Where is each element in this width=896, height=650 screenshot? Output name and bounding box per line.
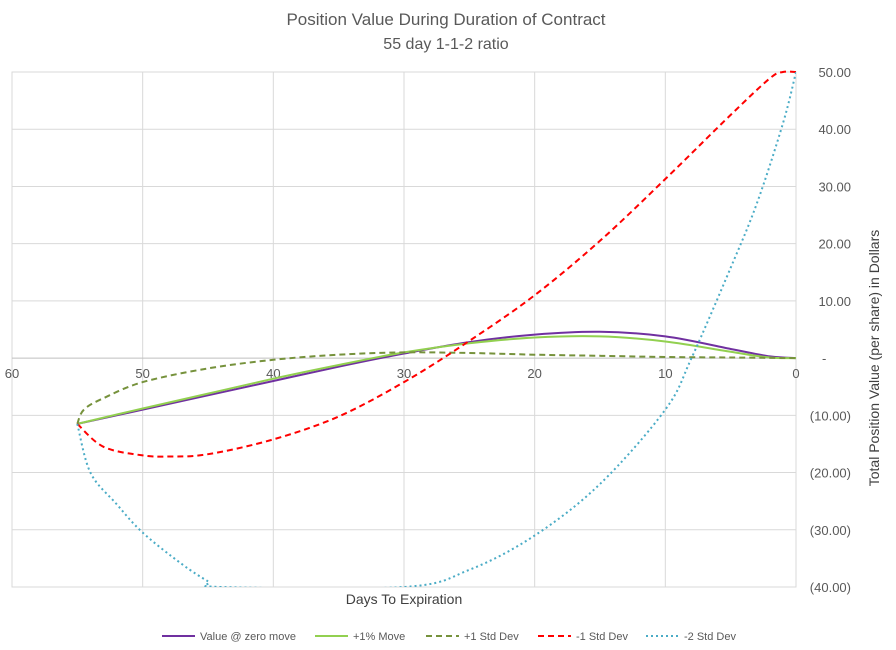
series-line-5 <box>76 71 796 587</box>
legend-label: -2 Std Dev <box>684 631 736 643</box>
legend-label: Value @ zero move <box>200 631 296 643</box>
y-tick-label: (30.00) <box>810 523 851 538</box>
y-tick-label: (20.00) <box>810 466 851 481</box>
y-tick-label: 10.00 <box>818 294 851 309</box>
x-axis-label: Days To Expiration <box>346 591 462 607</box>
series-lines <box>76 70 796 587</box>
legend: Value @ zero move +1% Move +1 Std Dev -1 St… <box>162 631 736 643</box>
y-tick-label: 20.00 <box>818 237 851 252</box>
y-axis-ticks: 50.00 40.00 30.00 20.00 10.00 - (10.00) (20.00)… <box>810 65 851 595</box>
y-tick-label: - <box>822 351 826 366</box>
y-axis-label: Total Position Value (per share) in Doll… <box>866 230 882 487</box>
legend-label: +1% Move <box>353 631 405 643</box>
series-line-2 <box>77 335 796 425</box>
legend-label: +1 Std Dev <box>464 631 519 643</box>
x-tick-label: 30 <box>397 366 411 381</box>
y-tick-label: 30.00 <box>818 179 851 194</box>
y-tick-label: 40.00 <box>818 122 851 137</box>
chart-subtitle: 55 day 1-1-2 ratio <box>383 36 509 53</box>
series-line-1 <box>77 330 796 425</box>
x-tick-label: 20 <box>527 366 541 381</box>
series-line-4 <box>76 70 796 458</box>
x-tick-label: 0 <box>792 366 799 381</box>
legend-label: -1 Std Dev <box>576 631 628 643</box>
y-tick-label: 50.00 <box>818 65 851 80</box>
gridlines <box>11 71 797 588</box>
x-tick-label: 10 <box>658 366 672 381</box>
x-tick-label: 60 <box>5 366 19 381</box>
x-axis-ticks: 60 50 40 30 20 10 0 <box>5 366 800 381</box>
x-tick-label: 50 <box>135 366 149 381</box>
y-tick-label: (40.00) <box>810 580 851 595</box>
series-line-3 <box>76 351 796 425</box>
y-tick-label: (10.00) <box>810 408 851 423</box>
chart-title: Position Value During Duration of Contra… <box>286 10 605 29</box>
